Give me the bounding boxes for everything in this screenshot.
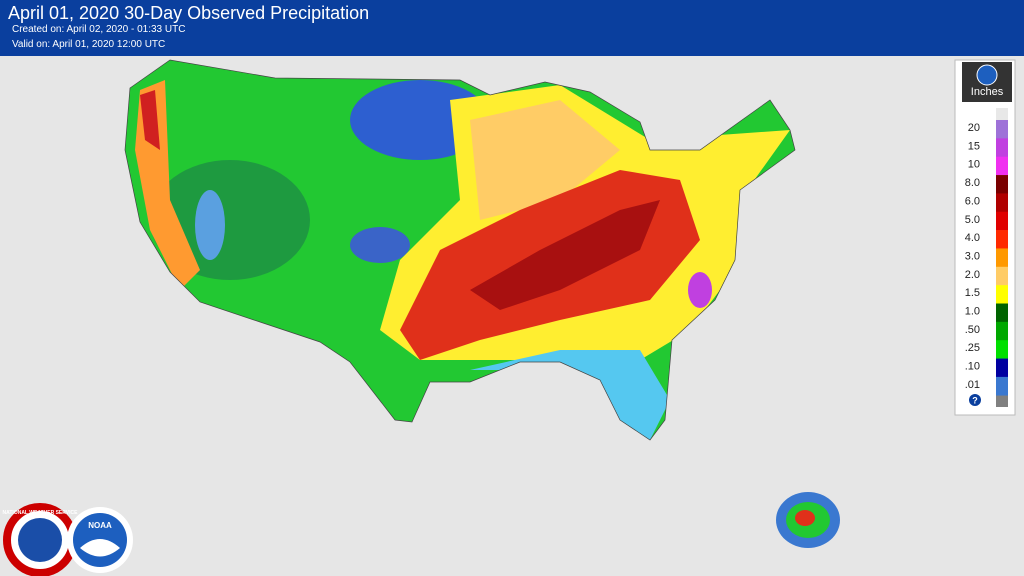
legend-label: 8.0 [965,177,980,189]
legend-label: .10 [965,361,980,373]
noaa-text: NOAA [88,521,112,530]
legend-swatch [996,211,1008,231]
title: April 01, 2020 30-Day Observed Precipita… [8,3,370,23]
us-outline [124,59,796,441]
legend-swatch [996,248,1008,268]
legend-swatch [996,193,1008,213]
legend-swatch [996,376,1008,396]
legend-unit: Inches [971,86,1004,98]
legend: Inches ? 20 15 10 8.0 6.0 5.0 4.0 3.0 2.0 1.5 1.0.… [954,59,1016,416]
header: April 01, 2020 30-Day Observed Precipita… [0,0,1024,56]
valid-date: Valid on: April 01, 2020 12:00 UTC [12,39,166,50]
legend-label: 1.0 [965,306,980,318]
precip-field [125,60,795,440]
legend-swatch [996,138,1008,157]
noaa-logo: NOAA [67,507,133,573]
legend-label: 2.0 [965,269,980,281]
legend-label: 3.0 [965,250,980,262]
help-icon[interactable]: ? [972,396,978,406]
created-date: Created on: April 02, 2020 - 01:33 UTC [12,24,186,35]
legend-label: 6.0 [965,195,980,207]
legend-label: 20 [968,122,980,134]
legend-swatch [996,230,1008,249]
nws-text: NATIONAL WEATHER SERVICE [3,510,79,516]
legend-swatch [996,303,1008,323]
legend-label: .01 [965,379,980,391]
puerto-rico [776,492,840,548]
legend-swatch [996,340,1008,359]
legend-swatch [996,266,1008,286]
legend-swatch [996,285,1008,304]
legend-swatch [996,120,1008,139]
legend-swatch [996,156,1008,176]
legend-label: .50 [965,324,980,336]
legend-swatch [996,175,1008,194]
legend-label: 15 [968,140,980,152]
legend-label: 4.0 [965,232,980,244]
legend-label: .25 [965,342,980,354]
legend-swatch [996,358,1008,378]
legend-label: 10 [968,159,980,171]
legend-label: 5.0 [965,214,980,226]
nws-logo: NATIONAL WEATHER SERVICE [3,503,79,576]
legend-label: 1.5 [965,287,980,299]
legend-swatch [996,321,1008,341]
